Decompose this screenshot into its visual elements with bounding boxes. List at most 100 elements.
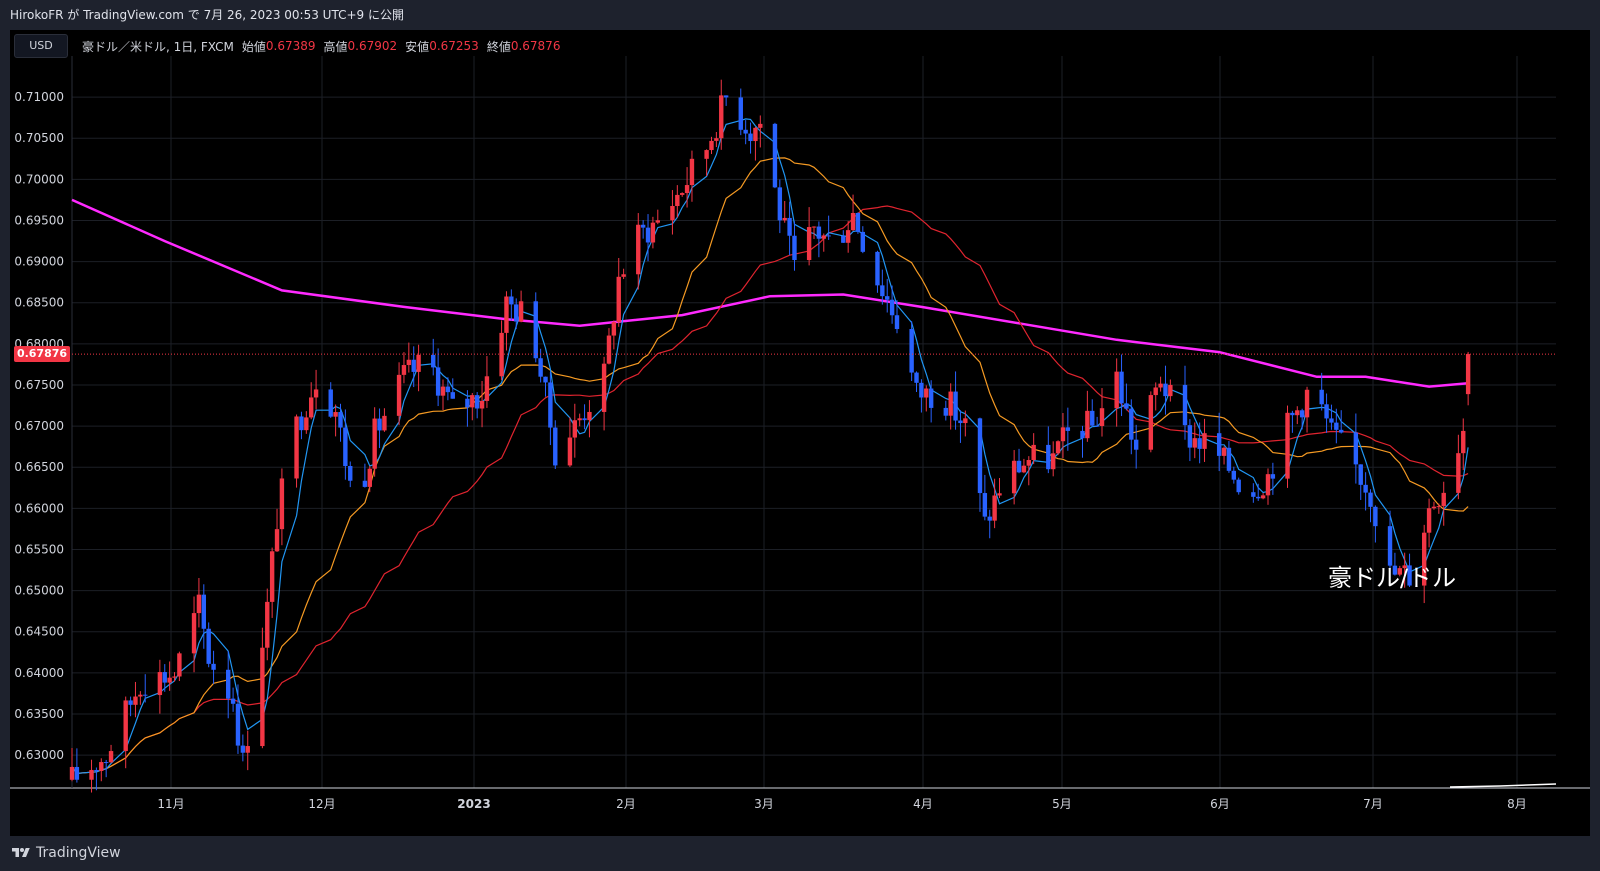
candle-body (157, 672, 163, 696)
candle-body (914, 372, 919, 383)
candle-body (924, 388, 929, 398)
y-tick-label: 0.64500 (14, 625, 64, 639)
candle-body (1060, 427, 1066, 442)
candle-body (138, 694, 143, 697)
candle-body (177, 653, 182, 677)
candle-body (1085, 410, 1090, 439)
x-tick-label: 12月 (308, 797, 335, 811)
candle-body (977, 418, 983, 494)
candle-body (1221, 447, 1227, 456)
current-price-tag: 0.67876 (14, 346, 70, 363)
currency-button[interactable]: USD (14, 34, 68, 58)
candle-body (313, 389, 319, 398)
y-tick-label: 0.67000 (14, 419, 64, 433)
candle-body (235, 703, 241, 746)
candle-body (963, 418, 968, 424)
x-tick-label: 2月 (616, 797, 636, 811)
candle-body (684, 185, 690, 194)
close-label: 終値 (486, 39, 511, 54)
candle-body (787, 217, 792, 236)
candle-body (533, 301, 538, 359)
candle-body (1129, 408, 1134, 440)
low-value: 0.67253 (429, 39, 479, 53)
candle-body (1158, 383, 1163, 388)
candle-body (748, 133, 753, 142)
candle-body (377, 418, 382, 431)
candle-body (416, 354, 421, 372)
candle-body (435, 367, 441, 396)
x-tick-label: 6月 (1210, 797, 1230, 811)
candle-body (1187, 425, 1193, 448)
candle-body (743, 129, 748, 134)
candle-body (1304, 389, 1310, 418)
candle-body (621, 274, 626, 277)
candle-body (1368, 492, 1373, 507)
x-tick-label: 3月 (754, 797, 774, 811)
tradingview-logo-icon (12, 848, 30, 857)
candle-body (69, 766, 75, 780)
candle-body (1319, 389, 1324, 405)
candle-body (509, 296, 514, 305)
y-tick-label: 0.65000 (14, 584, 64, 598)
candle-body (431, 354, 436, 368)
y-tick-label: 0.66000 (14, 501, 64, 515)
candle-body (1119, 371, 1124, 404)
candle-body (928, 388, 934, 408)
candle-body (1251, 492, 1256, 497)
candle-body (1026, 460, 1031, 466)
candle-body (1270, 474, 1276, 479)
candle-body (1065, 427, 1071, 431)
candle-body (777, 187, 783, 221)
candle-body (123, 700, 128, 752)
candle-body (860, 231, 866, 252)
candle-body (645, 227, 651, 243)
candle-body (1441, 492, 1446, 507)
candle-body (1080, 430, 1085, 439)
candle-body (1031, 444, 1036, 461)
candle-body (567, 437, 573, 466)
candle-body (201, 594, 207, 629)
candle-body (396, 374, 402, 416)
y-tick-label: 0.70500 (14, 131, 64, 145)
candle-body (1260, 495, 1266, 499)
candle-body (1285, 412, 1290, 479)
candle-body (367, 468, 372, 487)
candle-body (265, 601, 270, 648)
symbol-info[interactable]: 豪ドル／米ドル, 1日, FXCM (82, 39, 234, 54)
candle-body (348, 465, 353, 481)
candle-body (992, 495, 997, 521)
candle-body (1461, 430, 1466, 454)
candle-body (880, 285, 885, 297)
candle-body (679, 193, 685, 195)
x-tick-label: 2023 (457, 797, 490, 811)
candle-body (948, 391, 953, 416)
y-tick-label: 0.71000 (14, 90, 64, 104)
footer-brand[interactable]: TradingView (10, 842, 121, 864)
candle-body (1114, 371, 1119, 409)
candle-body (821, 235, 826, 239)
candle-body (850, 212, 856, 231)
candle-body (611, 322, 617, 336)
candle-body (484, 376, 490, 401)
candle-body (1192, 438, 1197, 448)
candle-body (74, 766, 80, 780)
candle-body (826, 235, 831, 237)
candle-body (99, 762, 104, 772)
candle-body (772, 123, 778, 188)
candle-body (440, 386, 446, 396)
close-value: 0.67876 (510, 39, 561, 53)
candle-body (328, 389, 333, 417)
candle-body (465, 398, 470, 408)
candle-body (308, 397, 314, 418)
candle-body (1216, 433, 1222, 456)
candle-body (133, 696, 138, 705)
candle-body (1236, 479, 1241, 493)
x-tick-label: 4月 (913, 797, 933, 811)
candle-body (577, 418, 582, 421)
candle-body (406, 359, 412, 366)
candle-body (362, 480, 368, 487)
candle-body (753, 127, 758, 142)
candle-body (1373, 506, 1378, 527)
volume-line (1449, 783, 1557, 788)
